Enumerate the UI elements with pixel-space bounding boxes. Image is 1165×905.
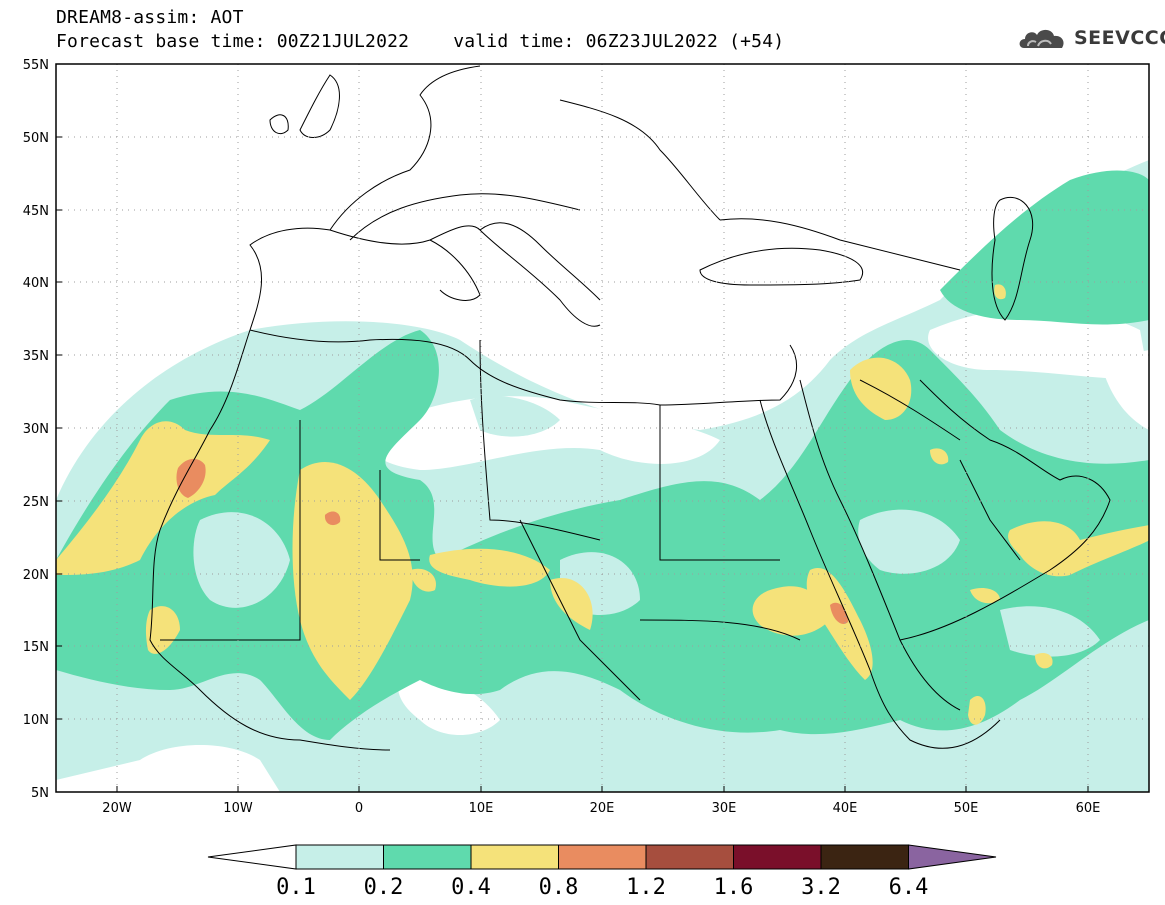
colorbar-high-arrow bbox=[908, 844, 997, 870]
colorbar-label: 1.6 bbox=[714, 875, 754, 900]
colorbar-label: 0.2 bbox=[364, 875, 404, 900]
grid bbox=[56, 64, 1149, 792]
colorbar-low-arrow bbox=[207, 844, 297, 870]
colorbar-segment bbox=[820, 844, 909, 870]
ticks bbox=[56, 63, 1089, 793]
colorbar-segment bbox=[645, 844, 734, 870]
lat-label: 45N bbox=[23, 204, 49, 219]
lon-label: 0 bbox=[355, 801, 363, 816]
colorbar-segment bbox=[470, 844, 559, 870]
colorbar-segment bbox=[733, 844, 822, 870]
lon-label: 20W bbox=[102, 801, 132, 816]
lat-label: 30N bbox=[23, 422, 49, 437]
colorbar-segment bbox=[558, 844, 647, 870]
lon-label: 50E bbox=[954, 801, 979, 816]
aot-field bbox=[56, 160, 1149, 792]
map-title: DREAM8-assim: AOT bbox=[56, 7, 244, 28]
colorbar-label: 1.2 bbox=[626, 875, 666, 900]
colorbar-segment bbox=[295, 844, 384, 870]
coastlines bbox=[149, 65, 1111, 751]
lat-label: 5N bbox=[31, 786, 49, 801]
lon-label: 30E bbox=[712, 801, 737, 816]
lat-label: 25N bbox=[23, 495, 49, 510]
lon-label: 10W bbox=[223, 801, 253, 816]
lon-label: 60E bbox=[1076, 801, 1101, 816]
cloud-icon bbox=[1019, 29, 1064, 48]
seevccc-logo: SEEVCCC bbox=[1018, 24, 1165, 54]
aot-band-0.4 bbox=[56, 284, 1149, 725]
lat-label: 10N bbox=[23, 713, 49, 728]
lat-label: 20N bbox=[23, 568, 49, 583]
lon-label: 10E bbox=[469, 801, 494, 816]
lat-label: 50N bbox=[23, 131, 49, 146]
lon-label: 20E bbox=[590, 801, 615, 816]
lat-label: 55N bbox=[23, 58, 49, 73]
lat-label: 40N bbox=[23, 276, 49, 291]
colorbar-segment bbox=[383, 844, 472, 870]
lon-label: 40E bbox=[833, 801, 858, 816]
colorbar-label: 6.4 bbox=[889, 875, 929, 900]
colorbar-label: 0.4 bbox=[451, 875, 491, 900]
lat-label: 15N bbox=[23, 640, 49, 655]
base-time: Forecast base time: 00Z21JUL2022 bbox=[56, 31, 410, 52]
colorbar: 0.1 0.2 0.4 0.8 1.2 1.6 3.2 6.4 bbox=[207, 844, 997, 900]
aot-band-0.8 bbox=[176, 458, 848, 625]
lat-label: 35N bbox=[23, 349, 49, 364]
lat-labels: 55N 50N 45N 40N 35N 30N 25N 20N 15N 10N … bbox=[23, 58, 49, 801]
lon-labels: 20W 10W 0 10E 20E 30E 40E 50E 60E bbox=[102, 801, 1100, 816]
logo-text: SEEVCCC bbox=[1074, 27, 1165, 49]
colorbar-label: 0.1 bbox=[276, 875, 316, 900]
time-info: Forecast base time: 00Z21JUL2022 valid ti… bbox=[56, 32, 784, 52]
valid-time: valid time: 06Z23JUL2022 (+54) bbox=[453, 31, 785, 52]
colorbar-label: 0.8 bbox=[539, 875, 579, 900]
colorbar-label: 3.2 bbox=[801, 875, 841, 900]
